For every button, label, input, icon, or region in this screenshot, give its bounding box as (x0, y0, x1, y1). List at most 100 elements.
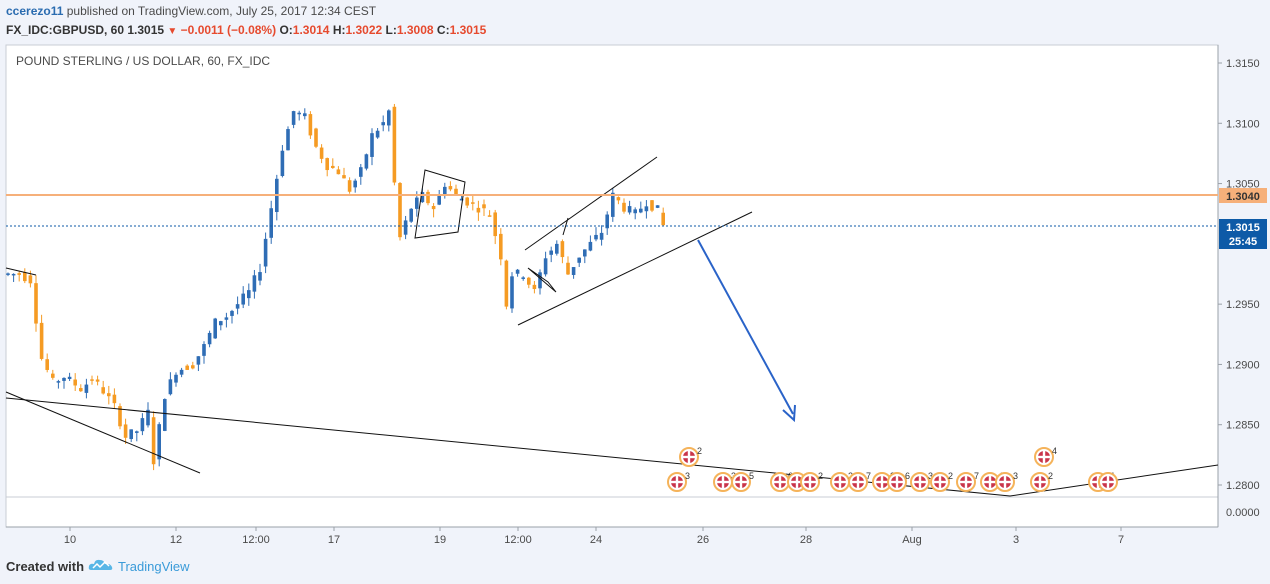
flag-stripe (1003, 476, 1007, 488)
flag-stripe (988, 476, 992, 488)
candle-body (555, 243, 559, 254)
author-link[interactable]: ccerezo11 (6, 4, 64, 18)
event-marker[interactable] (1098, 472, 1118, 492)
event-marker[interactable]: 5 (731, 471, 754, 492)
candle-body (67, 376, 72, 380)
event-marker[interactable]: 6 (887, 471, 910, 492)
event-count: 3 (685, 471, 690, 481)
event-marker[interactable]: 2 (1030, 471, 1053, 492)
candle-body (235, 304, 240, 309)
trendline[interactable] (5, 391, 201, 474)
time-tick-label: 17 (328, 534, 340, 546)
resistance-price-tag (1219, 188, 1267, 203)
price-chart[interactable]: POUND STERLING / US DOLLAR, 60, FX_IDC 1… (0, 0, 1270, 548)
flag-pattern[interactable] (527, 267, 557, 293)
candle-body (303, 113, 307, 117)
projection-arrow[interactable] (697, 239, 794, 415)
price-tick-label: 1.3050 (1226, 179, 1260, 191)
event-count: 2 (948, 471, 953, 481)
candle-body (639, 208, 643, 213)
event-marker[interactable]: 2 (800, 471, 823, 492)
flag-pattern[interactable] (562, 217, 569, 236)
published-text: published on TradingView.com, July 25, 2… (66, 4, 377, 18)
event-marker[interactable]: 7 (956, 471, 979, 492)
trendline[interactable] (5, 267, 37, 276)
event-marker[interactable]: 2 (679, 446, 702, 467)
candle-body (241, 293, 245, 305)
event-count: 6 (905, 471, 910, 481)
indicator-pane[interactable] (5, 496, 1219, 528)
price-tick-label: 1.2850 (1226, 420, 1260, 432)
candle-body (207, 332, 212, 345)
flag-stripe (687, 451, 691, 463)
candle-body (219, 321, 223, 326)
high-label: H: (332, 23, 346, 37)
candle-body (370, 133, 374, 157)
flag-stripe (721, 476, 725, 488)
down-arrow-icon: ▼ (167, 26, 178, 37)
candle-body (269, 208, 273, 238)
close-label: C: (436, 23, 450, 37)
candle-body (504, 260, 509, 307)
time-tick-label: 12:00 (504, 534, 532, 546)
flag-stripe (1042, 451, 1046, 463)
current-price-label: 1.3015 (1226, 222, 1260, 234)
time-tick-label: 28 (800, 534, 812, 546)
event-count: 2 (818, 471, 823, 481)
time-tick-label: 26 (697, 534, 709, 546)
time-tick-label: Aug (902, 534, 922, 546)
candle-body (644, 206, 649, 212)
event-marker[interactable]: 3 (910, 471, 933, 492)
flag-stripe (918, 476, 922, 488)
footer: Created with TradingView (0, 548, 1270, 584)
economic-events[interactable]: 24335632272632743211 (667, 446, 1118, 492)
candle-body (381, 122, 385, 126)
flag-stripe (675, 476, 679, 488)
flag-stripe (808, 476, 812, 488)
candle-body (375, 130, 380, 138)
candle-body (185, 365, 189, 370)
candle-body (224, 317, 229, 320)
candle-body (202, 344, 206, 356)
candle-body (258, 272, 262, 281)
candle-body (79, 388, 83, 392)
candle-body (499, 233, 503, 260)
candle-body (331, 165, 335, 168)
channel-lower-line[interactable] (517, 211, 753, 326)
main-pane[interactable] (5, 44, 1219, 498)
price-axis[interactable]: 1.3150 1.3100 1.3050 1.2950 1.2900 1.2850 1.28… (1218, 58, 1260, 492)
candle-body (286, 129, 290, 151)
candle-body (459, 198, 464, 201)
candle-body (263, 238, 268, 267)
candle-body (566, 262, 570, 275)
triangle-pattern[interactable] (414, 169, 466, 239)
price-tick-label: 1.2950 (1226, 299, 1260, 311)
price-tick-label: 1.2900 (1226, 359, 1260, 371)
time-tick-label: 24 (590, 534, 602, 546)
event-marker[interactable]: 2 (930, 471, 953, 492)
event-marker[interactable]: 3 (995, 471, 1018, 492)
flag-stripe (1106, 476, 1110, 488)
candle-body (521, 277, 525, 279)
tradingview-brand-link[interactable]: TradingView (118, 559, 190, 574)
time-axis[interactable]: 10 12 12:00 17 19 12:00 24 26 28 Aug 3 7 (64, 527, 1124, 546)
candle-body (252, 275, 257, 292)
tradingview-cloud-icon[interactable] (88, 557, 114, 573)
event-marker[interactable]: 4 (1034, 446, 1057, 467)
event-marker[interactable]: 7 (848, 471, 871, 492)
event-marker[interactable]: 3 (667, 471, 690, 492)
candle-body (34, 283, 38, 324)
event-count: 4 (1052, 446, 1057, 456)
candle-body (297, 112, 301, 115)
candle-body (409, 208, 413, 222)
flag-stripe (778, 476, 782, 488)
symbol-label: FX_IDC:GBPUSD, 60 (6, 23, 125, 37)
candle-body (325, 158, 329, 171)
candle-body (157, 424, 161, 460)
candle-body (622, 202, 626, 212)
candle-body (364, 154, 369, 169)
candle-body (308, 114, 313, 136)
channel-upper-line[interactable] (524, 156, 658, 251)
candle-body (577, 257, 581, 263)
candle-body (151, 417, 156, 465)
